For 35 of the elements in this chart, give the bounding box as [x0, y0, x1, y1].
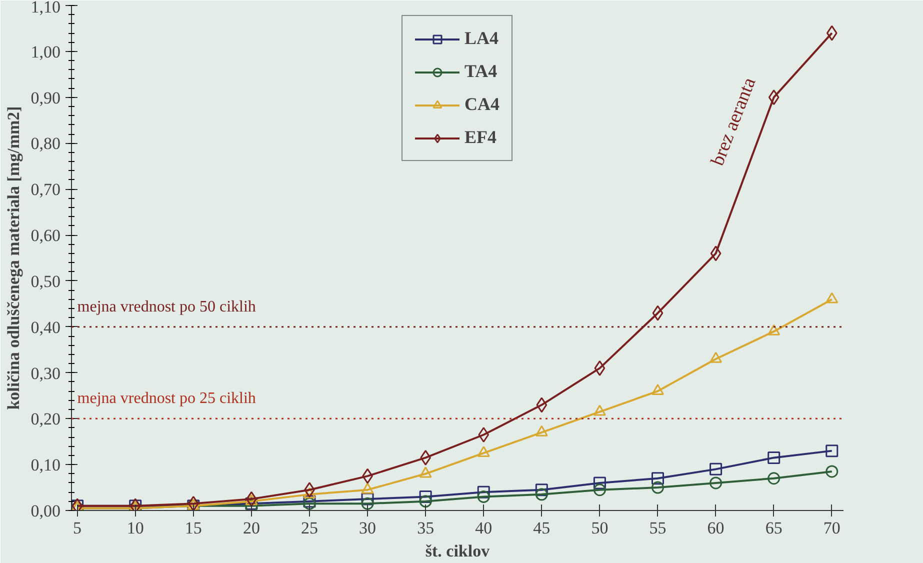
y-tick-label: 0,70	[30, 180, 60, 200]
legend-label: LA4	[464, 28, 499, 49]
legend-label: TA4	[464, 61, 498, 82]
y-tick-label: 1,10	[30, 0, 60, 16]
x-tick-label: 60	[707, 518, 724, 538]
x-tick-label: 20	[242, 518, 260, 538]
x-tick-label: 50	[591, 518, 608, 538]
x-tick-label: 35	[417, 518, 434, 538]
x-axis-title: št. ciklov	[425, 542, 490, 560]
y-tick-label: 0,90	[30, 88, 60, 108]
x-tick-label: 55	[649, 518, 666, 538]
legend-label: CA4	[464, 94, 500, 115]
x-tick-label: 30	[359, 518, 376, 538]
ref-line-label: mejna vrednost po 50 ciklih	[77, 298, 256, 316]
x-tick-label: 45	[533, 518, 550, 538]
x-tick-label: 40	[475, 518, 492, 538]
y-tick-label: 0,50	[30, 272, 60, 291]
y-tick-label: 0,30	[30, 364, 60, 383]
x-tick-label: 15	[184, 518, 202, 538]
x-tick-label: 5	[73, 518, 82, 538]
y-tick-label: 0,20	[30, 410, 60, 429]
y-tick-label: 0,80	[30, 134, 60, 154]
y-tick-label: 1,00	[30, 42, 60, 62]
y-tick-label: 0,40	[30, 318, 60, 337]
x-tick-label: 10	[126, 518, 144, 538]
annotation: brez aeranta	[707, 74, 760, 169]
y-tick-label: 0,60	[30, 226, 60, 246]
y-tick-label: 0,00	[30, 502, 60, 520]
y-tick-label: 0,10	[30, 456, 60, 475]
x-tick-label: 25	[300, 518, 318, 538]
legend-label: EF4	[464, 127, 497, 148]
y-axis-title: količina odluščenega materiala [mg/mm2]	[4, 106, 23, 410]
x-tick-label: 65	[765, 518, 782, 538]
x-tick-label: 70	[823, 518, 840, 538]
ref-line-label: mejna vrednost po 25 ciklih	[77, 390, 256, 408]
